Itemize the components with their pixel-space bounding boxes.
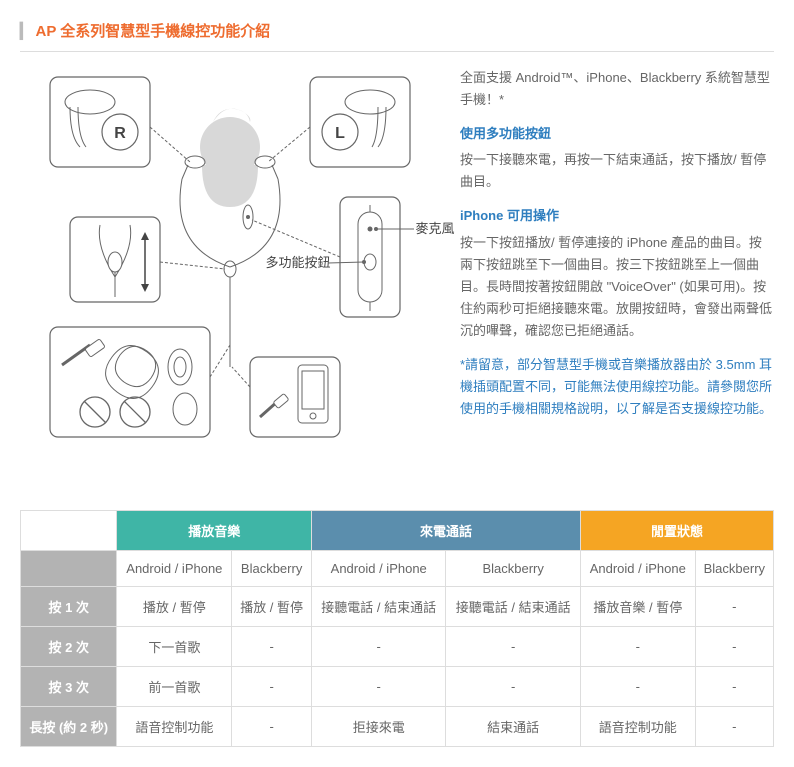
header-idle: 閒置狀態 xyxy=(580,511,773,551)
cell: 前一首歌 xyxy=(117,667,232,707)
title-text: AP 全系列智慧型手機線控功能介紹 xyxy=(36,23,271,40)
sub-bb-3: Blackberry xyxy=(695,551,773,587)
heading-multifunction: 使用多功能按鈕 xyxy=(460,123,774,145)
cell: - xyxy=(695,627,773,667)
cell: 接聽電話 / 結束通話 xyxy=(312,587,446,627)
cell: 下一首歌 xyxy=(117,627,232,667)
iphone-text: 按一下按鈕播放/ 暫停連接的 iPhone 產品的曲目。按兩下按鈕跳至下一個曲目… xyxy=(460,232,774,342)
cell: 語音控制功能 xyxy=(580,707,695,747)
cell: - xyxy=(695,667,773,707)
text-column: 全面支援 Android™、iPhone、Blackberry 系統智慧型手機！… xyxy=(460,67,774,450)
label-r: R xyxy=(114,125,126,142)
heading-iphone: iPhone 可用操作 xyxy=(460,205,774,227)
label-mic: 麥克風 xyxy=(415,221,454,236)
top-section: R L xyxy=(20,67,774,450)
footnote: *請留意，部分智慧型手機或音樂播放器由於 3.5mm 耳機插頭配置不同，可能無法… xyxy=(460,354,774,420)
detail-earbud-r: R xyxy=(50,77,150,167)
row-label: 按 3 次 xyxy=(21,667,117,707)
header-music: 播放音樂 xyxy=(117,511,312,551)
diagram-area: R L xyxy=(20,67,460,450)
table-header-row: 播放音樂 來電通話 閒置狀態 xyxy=(21,511,774,551)
cell: 結束通話 xyxy=(446,707,580,747)
detail-splitter xyxy=(70,217,160,302)
earphone-diagram: R L xyxy=(20,67,460,447)
label-l: L xyxy=(335,125,345,142)
cell: - xyxy=(446,627,580,667)
row-label: 按 2 次 xyxy=(21,627,117,667)
table-row: 長按 (約 2 秒) 語音控制功能 - 拒接來電 結束通話 語音控制功能 - xyxy=(21,707,774,747)
head-silhouette xyxy=(200,109,260,207)
cell: 接聽電話 / 結束通話 xyxy=(446,587,580,627)
page-title: ▎AP 全系列智慧型手機線控功能介紹 xyxy=(20,20,774,52)
cell: - xyxy=(695,707,773,747)
sub-bb-1: Blackberry xyxy=(232,551,312,587)
detail-phone xyxy=(250,357,340,437)
cell: 播放 / 暫停 xyxy=(232,587,312,627)
sub-android-1: Android / iPhone xyxy=(117,551,232,587)
header-blank xyxy=(21,511,117,551)
cell: 語音控制功能 xyxy=(117,707,232,747)
cell: - xyxy=(312,667,446,707)
table-row: 按 2 次 下一首歌 - - - - - xyxy=(21,627,774,667)
multifunction-text: 按一下接聽來電，再按一下結束通話，按下播放/ 暫停曲目。 xyxy=(460,149,774,193)
control-table: 播放音樂 來電通話 閒置狀態 Android / iPhone Blackber… xyxy=(20,510,774,747)
table-row: 按 3 次 前一首歌 - - - - - xyxy=(21,667,774,707)
cell: 播放 / 暫停 xyxy=(117,587,232,627)
row-label: 長按 (約 2 秒) xyxy=(21,707,117,747)
table-subheader-row: Android / iPhone Blackberry Android / iP… xyxy=(21,551,774,587)
cell: - xyxy=(312,627,446,667)
table-row: 按 1 次 播放 / 暫停 播放 / 暫停 接聽電話 / 結束通話 接聽電話 /… xyxy=(21,587,774,627)
detail-earbud-l: L xyxy=(310,77,410,167)
cell: - xyxy=(580,627,695,667)
cell: 拒接來電 xyxy=(312,707,446,747)
cell: - xyxy=(695,587,773,627)
header-call: 來電通話 xyxy=(312,511,581,551)
sub-bb-2: Blackberry xyxy=(446,551,580,587)
cell: - xyxy=(580,667,695,707)
cell: 播放音樂 / 暫停 xyxy=(580,587,695,627)
cell: - xyxy=(232,627,312,667)
cell: - xyxy=(232,707,312,747)
detail-remote xyxy=(340,197,400,317)
row-label: 按 1 次 xyxy=(21,587,117,627)
sub-android-2: Android / iPhone xyxy=(312,551,446,587)
detail-storage xyxy=(50,327,210,437)
cell: - xyxy=(446,667,580,707)
intro-text: 全面支援 Android™、iPhone、Blackberry 系統智慧型手機！… xyxy=(460,67,774,111)
sub-android-3: Android / iPhone xyxy=(580,551,695,587)
subheader-blank xyxy=(21,551,117,587)
label-button: 多功能按鈕 xyxy=(265,255,330,270)
cell: - xyxy=(232,667,312,707)
